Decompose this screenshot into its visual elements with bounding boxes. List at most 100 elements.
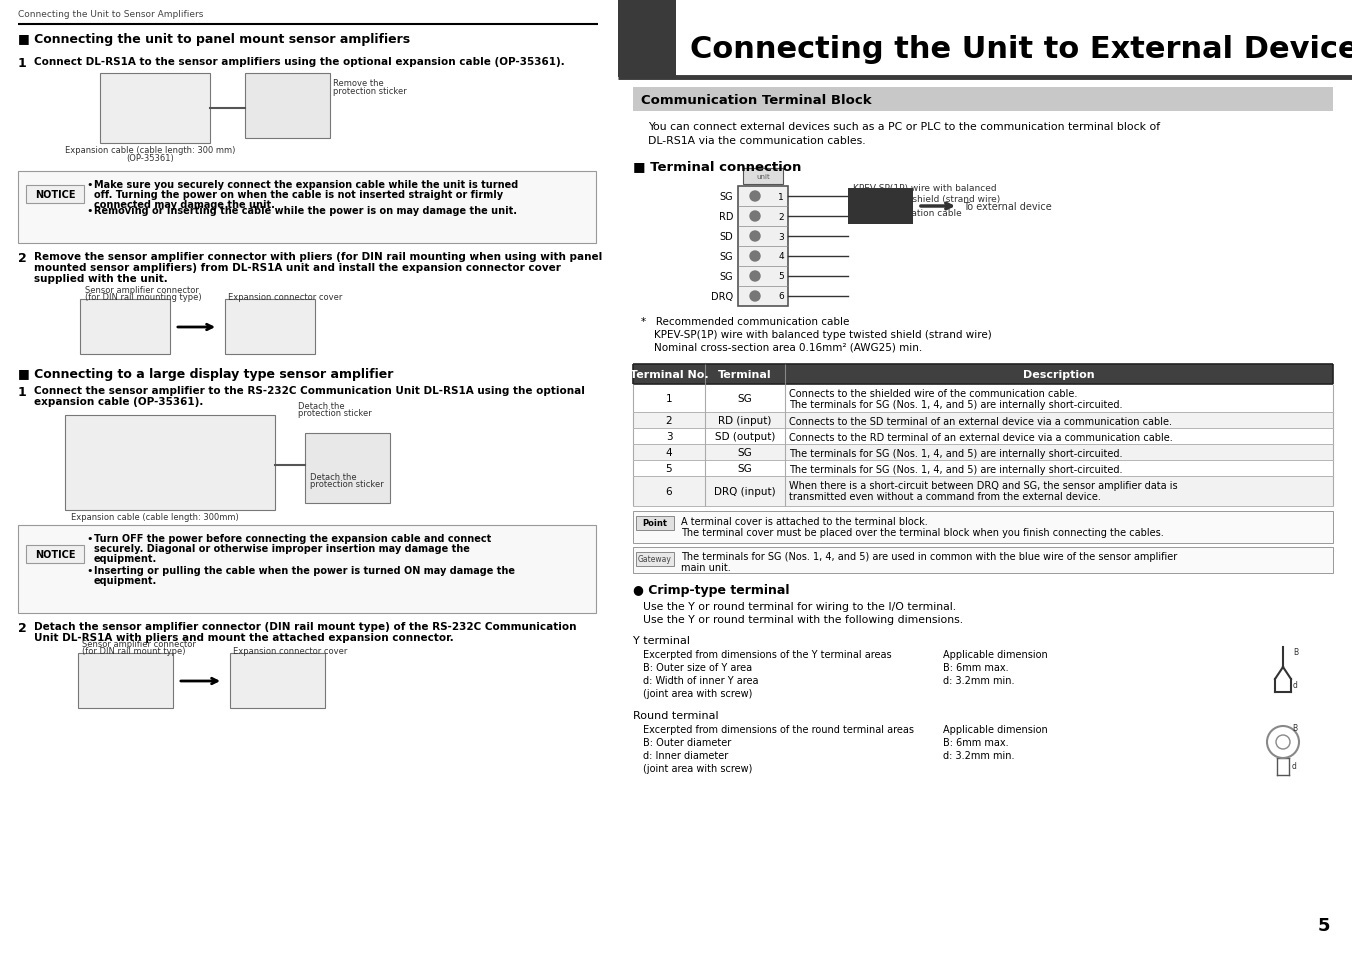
- Text: Use the Y or round terminal with the following dimensions.: Use the Y or round terminal with the fol…: [644, 615, 963, 624]
- Text: 5: 5: [1317, 916, 1330, 934]
- Text: B: Outer diameter: B: Outer diameter: [644, 738, 731, 747]
- Text: B: B: [1293, 723, 1297, 733]
- Bar: [26, 545, 84, 563]
- Text: main unit.: main unit.: [681, 562, 730, 573]
- Bar: [633, 460, 1333, 476]
- Text: 2: 2: [779, 213, 784, 221]
- Bar: [18, 525, 596, 614]
- Text: d: 3.2mm min.: d: 3.2mm min.: [942, 676, 1014, 685]
- Text: 5: 5: [665, 463, 672, 474]
- Bar: [618, 0, 676, 78]
- Text: Expansion cable (cable length: 300 mm): Expansion cable (cable length: 300 mm): [65, 146, 235, 154]
- Text: connected may damage the unit.: connected may damage the unit.: [95, 200, 274, 210]
- Text: Communication cable: Communication cable: [863, 209, 961, 218]
- Text: Connects to the shielded wire of the communication cable.: Connects to the shielded wire of the com…: [790, 389, 1078, 398]
- Text: Detach the: Detach the: [297, 401, 345, 411]
- Bar: [633, 88, 1333, 112]
- Text: d: d: [1293, 761, 1297, 771]
- Text: 6: 6: [665, 486, 672, 497]
- Bar: [633, 385, 1333, 413]
- Text: RD (input): RD (input): [718, 416, 772, 426]
- Bar: [633, 512, 1333, 543]
- Text: 1: 1: [779, 193, 784, 201]
- Text: B: B: [1293, 648, 1298, 657]
- Text: protection sticker: protection sticker: [297, 409, 372, 417]
- Text: Detach the sensor amplifier connector (DIN rail mount type) of the RS-232C Commu: Detach the sensor amplifier connector (D…: [34, 621, 576, 631]
- Text: equipment.: equipment.: [95, 576, 157, 585]
- Text: Detach the: Detach the: [310, 473, 357, 481]
- Text: Excerpted from dimensions of the Y terminal areas: Excerpted from dimensions of the Y termi…: [644, 649, 891, 659]
- Circle shape: [750, 212, 760, 222]
- Text: Description: Description: [1023, 370, 1095, 379]
- Text: DRQ: DRQ: [711, 292, 733, 302]
- Text: SD (output): SD (output): [715, 432, 775, 441]
- Text: equipment.: equipment.: [95, 554, 157, 563]
- Bar: [633, 547, 1333, 574]
- Text: Round terminal: Round terminal: [633, 710, 719, 720]
- Circle shape: [750, 232, 760, 242]
- Text: 3: 3: [665, 432, 672, 441]
- Text: SD: SD: [719, 232, 733, 242]
- Text: expansion cable (OP-35361).: expansion cable (OP-35361).: [34, 396, 203, 407]
- Text: *   Recommended communication cable: * Recommended communication cable: [641, 316, 849, 327]
- Text: Gateway: Gateway: [638, 555, 672, 564]
- Text: 1: 1: [665, 394, 672, 403]
- Text: mounted sensor amplifiers) from DL-RS1A unit and install the expansion connector: mounted sensor amplifiers) from DL-RS1A …: [34, 263, 561, 273]
- Text: 1: 1: [18, 386, 27, 398]
- Text: When there is a short-circuit between DRQ and SG, the sensor amplifier data is: When there is a short-circuit between DR…: [790, 480, 1178, 491]
- Bar: [224, 299, 315, 355]
- Text: Use the Y or round terminal for wiring to the I/O terminal.: Use the Y or round terminal for wiring t…: [644, 601, 956, 612]
- Bar: [633, 365, 1333, 385]
- Text: ■ Terminal connection: ■ Terminal connection: [633, 160, 802, 172]
- Text: Point: Point: [642, 519, 668, 528]
- Text: Connecting the Unit to External Devices: Connecting the Unit to External Devices: [690, 35, 1352, 65]
- Text: SG: SG: [738, 394, 752, 403]
- Text: ■ Connecting the unit to panel mount sensor amplifiers: ■ Connecting the unit to panel mount sen…: [18, 33, 410, 46]
- Text: The terminals for SG (Nos. 1, 4, and 5) are internally short-circuited.: The terminals for SG (Nos. 1, 4, and 5) …: [790, 464, 1122, 475]
- Text: 2: 2: [18, 621, 27, 635]
- Text: Communication Terminal Block: Communication Terminal Block: [641, 93, 872, 107]
- Bar: [635, 553, 675, 566]
- Text: NOTICE: NOTICE: [35, 190, 76, 200]
- Text: protection sticker: protection sticker: [310, 479, 384, 489]
- Text: •: •: [87, 534, 92, 543]
- Text: protection sticker: protection sticker: [333, 87, 407, 96]
- Bar: [633, 444, 1333, 460]
- Bar: [633, 476, 1333, 506]
- Text: 1: 1: [18, 57, 27, 70]
- Text: To external device: To external device: [963, 202, 1052, 212]
- Text: 6: 6: [779, 293, 784, 301]
- Text: Applicable dimension: Applicable dimension: [942, 649, 1048, 659]
- Bar: [26, 186, 84, 204]
- Text: Connecting the Unit to Sensor Amplifiers: Connecting the Unit to Sensor Amplifiers: [18, 10, 203, 19]
- Text: Unit DL-RS1A with pliers and mount the attached expansion connector.: Unit DL-RS1A with pliers and mount the a…: [34, 633, 454, 642]
- Bar: [100, 74, 210, 144]
- Text: The terminals for SG (Nos. 1, 4, and 5) are used in common with the blue wire of: The terminals for SG (Nos. 1, 4, and 5) …: [681, 552, 1178, 561]
- Text: SG: SG: [719, 252, 733, 262]
- Text: securely. Diagonal or otherwise improper insertion may damage the: securely. Diagonal or otherwise improper…: [95, 543, 470, 554]
- Text: ■ Connecting to a large display type sensor amplifier: ■ Connecting to a large display type sen…: [18, 368, 393, 380]
- Text: KPEV-SP(1P) wire with balanced: KPEV-SP(1P) wire with balanced: [853, 184, 996, 193]
- Text: B: 6mm max.: B: 6mm max.: [942, 662, 1009, 672]
- Text: off. Turning the power on when the cable is not inserted straight or firmly: off. Turning the power on when the cable…: [95, 190, 503, 200]
- Text: •: •: [87, 206, 92, 215]
- Text: Excerpted from dimensions of the round terminal areas: Excerpted from dimensions of the round t…: [644, 724, 914, 734]
- Text: DRQ (input): DRQ (input): [714, 486, 776, 497]
- Text: (joint area with screw): (joint area with screw): [644, 688, 752, 699]
- Bar: [245, 74, 330, 139]
- Text: 2: 2: [18, 252, 27, 265]
- Text: 5: 5: [779, 273, 784, 281]
- Bar: [230, 654, 324, 708]
- Text: Removing or inserting the cable while the power is on may damage the unit.: Removing or inserting the cable while th…: [95, 206, 516, 215]
- Text: Terminal No.: Terminal No.: [630, 370, 708, 379]
- Circle shape: [750, 192, 760, 202]
- Text: •: •: [87, 180, 92, 190]
- Text: •: •: [87, 565, 92, 576]
- Text: A terminal cover is attached to the terminal block.: A terminal cover is attached to the term…: [681, 517, 927, 526]
- Text: (joint area with screw): (joint area with screw): [644, 763, 752, 773]
- Text: 4: 4: [779, 253, 784, 261]
- Circle shape: [750, 272, 760, 282]
- Text: The terminals for SG (Nos. 1, 4, and 5) are internally short-circuited.: The terminals for SG (Nos. 1, 4, and 5) …: [790, 399, 1122, 410]
- Text: Make sure you securely connect the expansion cable while the unit is turned: Make sure you securely connect the expan…: [95, 180, 518, 190]
- Text: Remove the sensor amplifier connector with pliers (for DIN rail mounting when us: Remove the sensor amplifier connector wi…: [34, 252, 602, 262]
